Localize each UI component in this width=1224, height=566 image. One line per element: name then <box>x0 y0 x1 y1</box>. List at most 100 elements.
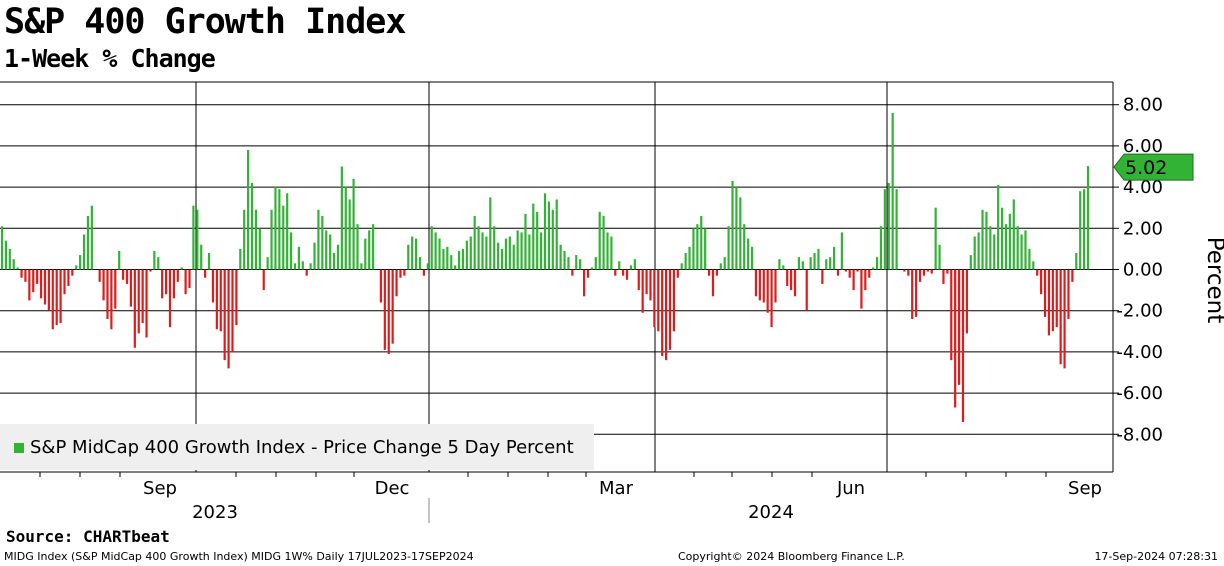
bar <box>262 269 265 291</box>
bar <box>860 269 863 309</box>
bar <box>399 269 402 278</box>
bar <box>364 238 367 270</box>
bar <box>379 269 383 303</box>
bar <box>1055 269 1058 328</box>
bar <box>915 269 918 317</box>
bar <box>1059 269 1062 365</box>
bar <box>1028 248 1031 270</box>
bar <box>47 269 50 311</box>
bar <box>0 226 4 270</box>
bar <box>836 269 840 276</box>
bar <box>735 187 738 270</box>
bar <box>805 269 808 311</box>
bar <box>12 259 15 270</box>
bar <box>727 226 730 270</box>
bar <box>672 269 676 332</box>
bar <box>844 269 847 272</box>
bar <box>59 269 62 324</box>
bar <box>16 267 19 270</box>
bar <box>122 269 125 280</box>
bar <box>157 257 160 270</box>
bar <box>969 255 972 270</box>
bar <box>133 269 136 348</box>
bar <box>532 203 535 270</box>
bar <box>352 178 355 270</box>
bar <box>770 269 773 328</box>
bar <box>270 209 273 270</box>
bar <box>387 269 390 354</box>
bar <box>872 267 875 270</box>
bar <box>24 269 27 282</box>
bar <box>1024 230 1027 270</box>
bar <box>715 269 718 276</box>
bar <box>4 240 8 270</box>
bar <box>989 226 992 270</box>
bar <box>450 255 453 270</box>
bar <box>161 269 164 299</box>
bar <box>950 269 953 361</box>
bar <box>957 269 961 385</box>
bar <box>500 248 504 270</box>
bar <box>586 269 590 278</box>
bar <box>758 269 761 301</box>
bar <box>520 232 523 270</box>
bar <box>946 269 949 274</box>
bar <box>536 211 539 270</box>
bar <box>938 244 941 270</box>
bar <box>981 209 984 270</box>
bar <box>1079 191 1082 270</box>
bar <box>723 257 726 270</box>
footer-timestamp: 17-Sep-2024 07:28:31 <box>1094 550 1218 563</box>
bar <box>645 269 648 295</box>
bar <box>973 236 976 270</box>
bar <box>762 269 765 303</box>
bar <box>539 232 543 270</box>
bar <box>590 267 593 270</box>
bar <box>493 226 496 270</box>
bar <box>743 224 746 270</box>
bar <box>1075 253 1078 270</box>
bar <box>102 269 105 301</box>
bar <box>618 261 621 270</box>
bar <box>825 259 828 270</box>
bar <box>930 269 933 274</box>
bar <box>153 250 156 270</box>
bar <box>633 259 636 270</box>
bar <box>247 150 250 270</box>
bar <box>278 189 281 270</box>
bar <box>563 250 566 270</box>
bar <box>391 269 394 344</box>
bar <box>309 263 312 270</box>
bar <box>711 269 715 297</box>
footer-copyright: Copyright© 2024 Bloomberg Finance L.P. <box>678 550 905 563</box>
bar <box>243 209 246 270</box>
bar <box>598 211 601 270</box>
bar <box>907 269 910 276</box>
bar <box>926 269 929 272</box>
bar <box>1071 269 1074 282</box>
bar <box>301 261 304 270</box>
bar <box>582 269 586 297</box>
bar <box>985 211 988 270</box>
bar <box>454 265 457 270</box>
bar <box>817 248 820 270</box>
bar <box>489 197 492 270</box>
bar <box>688 246 691 270</box>
bar <box>782 265 785 270</box>
bar <box>282 205 285 270</box>
bar <box>383 269 386 350</box>
bar <box>649 269 652 301</box>
bar <box>254 209 258 270</box>
bar <box>184 269 187 295</box>
bar <box>895 189 898 270</box>
bar <box>1016 226 1019 270</box>
y-tick-label: -2.00 <box>1116 301 1163 322</box>
bar <box>434 232 437 270</box>
bar <box>98 269 101 282</box>
year-label: 2024 <box>748 502 794 523</box>
bar <box>90 205 93 270</box>
bar <box>286 193 289 270</box>
bar <box>801 261 804 270</box>
bar <box>625 269 629 280</box>
bar <box>528 234 531 270</box>
